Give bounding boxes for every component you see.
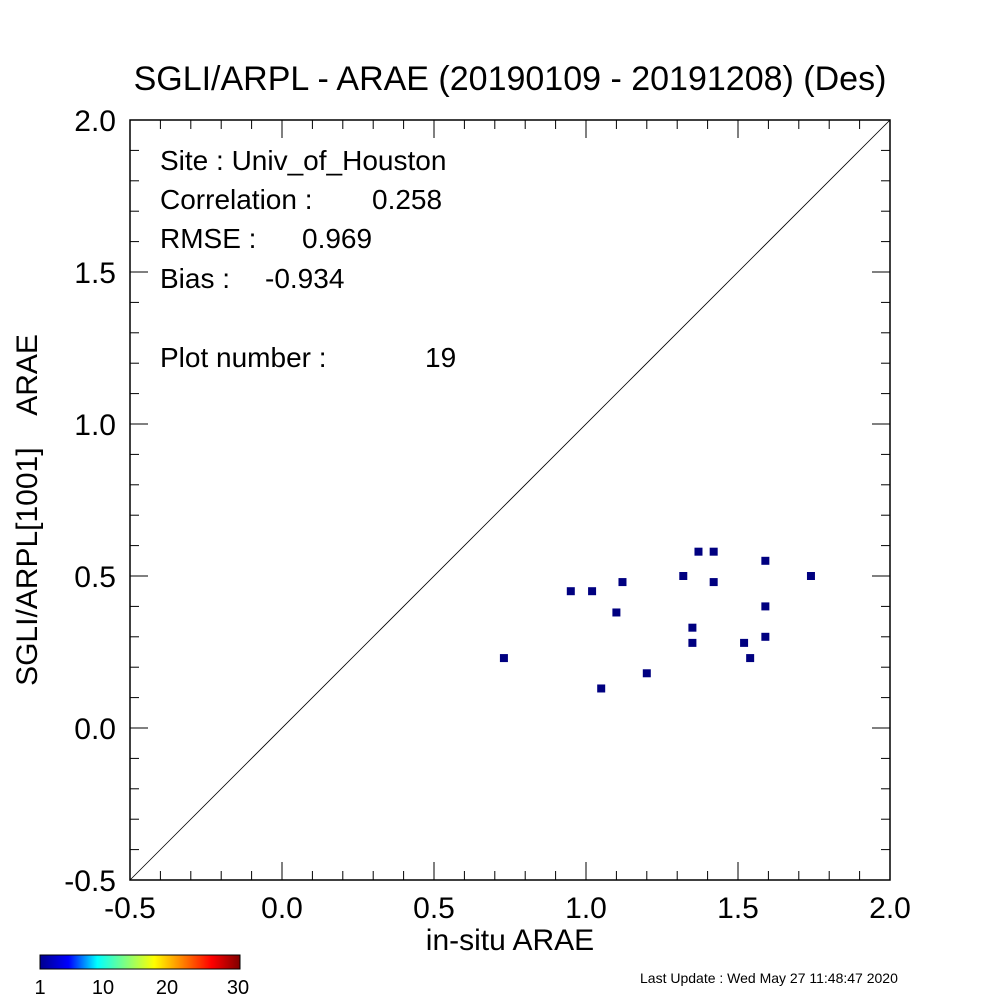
data-point: [709, 547, 718, 556]
rmse-value: 0.969: [302, 223, 372, 254]
data-point: [566, 587, 575, 596]
one-to-one-line: [129, 119, 891, 881]
colorbar-label: 20: [156, 977, 178, 999]
data-point: [688, 638, 697, 647]
x-tick-label: -0.5: [104, 892, 156, 925]
last-update-text: Last Update : Wed May 27 11:48:47 2020: [640, 970, 898, 986]
data-point: [679, 572, 688, 580]
colorbar: [39, 954, 241, 970]
y-tick-label: 0.0: [74, 713, 116, 746]
x-tick-label: 1.5: [717, 892, 759, 925]
plot-number-value: 19: [425, 342, 456, 373]
y-tick-label: 1.5: [74, 257, 116, 290]
data-point: [761, 632, 770, 641]
y-axis-label: SGLI/ARPL[1001] ARAE: [11, 334, 44, 686]
data-point: [499, 654, 508, 663]
axis-ticks: [129, 119, 891, 881]
data-point: [761, 556, 770, 565]
colorbar-label: 10: [92, 977, 114, 999]
x-tick-label: 0.5: [413, 892, 455, 925]
y-tick-label: 1.0: [74, 409, 116, 442]
y-tick-label: 2.0: [74, 105, 116, 138]
data-point: [761, 602, 770, 611]
data-points: [499, 547, 815, 693]
data-point: [618, 578, 627, 587]
data-point: [694, 547, 703, 556]
data-point: [612, 608, 621, 617]
data-point: [588, 587, 597, 596]
correlation-value: 0.258: [372, 184, 442, 215]
data-point: [709, 578, 718, 587]
data-point: [740, 638, 749, 647]
data-point: [642, 669, 651, 678]
colorbar-label: 30: [227, 977, 249, 999]
x-axis-label: in-situ ARAE: [426, 924, 594, 957]
data-point: [746, 654, 755, 663]
data-point: [806, 572, 815, 580]
data-point: [688, 623, 697, 632]
bias-value: -0.934: [265, 263, 344, 294]
plot-number-label: Plot number :: [160, 342, 327, 373]
rmse-label: RMSE :: [160, 223, 256, 254]
y-tick-label: 0.5: [74, 561, 116, 594]
colorbar-label: 1: [34, 977, 45, 999]
site-label: Site : Univ_of_Houston: [160, 145, 446, 176]
bias-label: Bias :: [160, 263, 230, 294]
data-point: [597, 684, 606, 693]
chart-title: SGLI/ARPL - ARAE (20190109 - 20191208) (…: [134, 60, 887, 98]
plot-frame: [129, 119, 891, 881]
colorbar-labels: 1 10 20 30: [34, 977, 249, 999]
y-tick-labels: -0.5 0.0 0.5 1.0 1.5 2.0: [64, 105, 116, 898]
x-tick-label: 1.0: [565, 892, 607, 925]
x-tick-labels: -0.5 0.0 0.5 1.0 1.5 2.0: [104, 892, 911, 925]
y-tick-label: -0.5: [64, 865, 116, 898]
correlation-label: Correlation :: [160, 184, 313, 215]
x-tick-label: 2.0: [869, 892, 911, 925]
x-tick-label: 0.0: [261, 892, 303, 925]
